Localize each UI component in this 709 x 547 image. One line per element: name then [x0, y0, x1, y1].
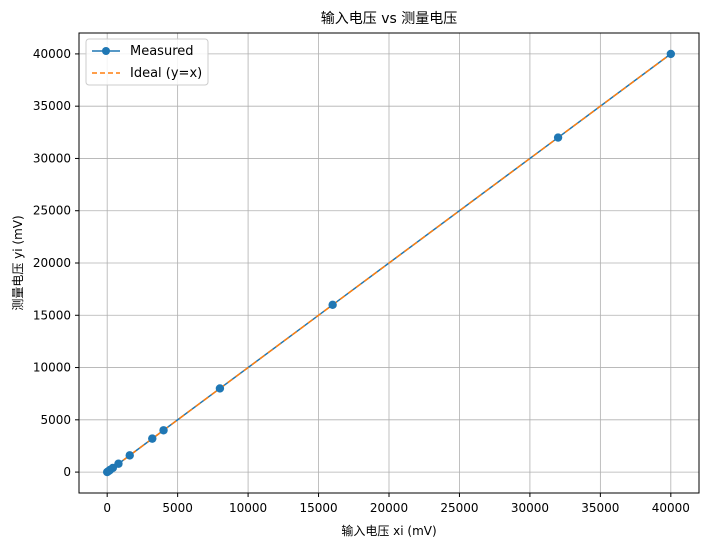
x-tick-label: 15000 — [299, 501, 337, 515]
x-tick-label: 20000 — [370, 501, 408, 515]
y-tick-label: 25000 — [33, 204, 71, 218]
legend: Measured Ideal (y=x) — [85, 38, 209, 86]
x-axis-ticks: 0 5000 10000 15000 20000 25000 30000 35000 40000 — [103, 493, 690, 515]
measured-data-point — [328, 300, 337, 310]
measured-data-point — [159, 426, 168, 435]
y-tick-label: 35000 — [33, 99, 71, 113]
measured-data-point — [215, 384, 225, 393]
x-tick-label: 5000 — [162, 501, 193, 515]
y-tick-label: 5000 — [40, 413, 71, 427]
x-tick-label: 40000 — [652, 501, 690, 515]
y-tick-label: 30000 — [33, 151, 71, 165]
x-tick-label: 30000 — [511, 501, 549, 515]
x-tick-label: 0 — [103, 501, 111, 515]
y-axis-label: 测量电压 yi (mV) — [11, 215, 25, 310]
chart-title: 输入电压 vs 测量电压 — [321, 11, 457, 27]
y-tick-label: 15000 — [33, 308, 71, 322]
legend-ideal-label: Ideal (y=x) — [130, 66, 202, 81]
legend-measured-label: Measured — [130, 44, 194, 59]
series — [102, 49, 676, 477]
ideal-series-line — [106, 53, 672, 473]
measured-data-point — [666, 49, 676, 59]
x-tick-label: 35000 — [581, 501, 619, 515]
legend-measured-marker — [102, 47, 110, 55]
y-axis-ticks: 0 5000 10000 15000 20000 25000 30000 35000 40000 — [33, 47, 79, 479]
y-tick-label: 10000 — [33, 361, 71, 375]
measured-data-point — [553, 133, 563, 142]
y-tick-label: 20000 — [33, 256, 71, 270]
measured-data-point — [148, 434, 157, 443]
x-tick-label: 25000 — [440, 501, 478, 515]
measured-data-point — [125, 451, 134, 460]
measured-data-point — [114, 459, 123, 468]
x-axis-label: 输入电压 xi (mV) — [341, 523, 436, 538]
y-tick-label: 0 — [63, 465, 71, 479]
x-tick-label: 10000 — [229, 501, 267, 515]
y-tick-label: 40000 — [33, 47, 71, 61]
